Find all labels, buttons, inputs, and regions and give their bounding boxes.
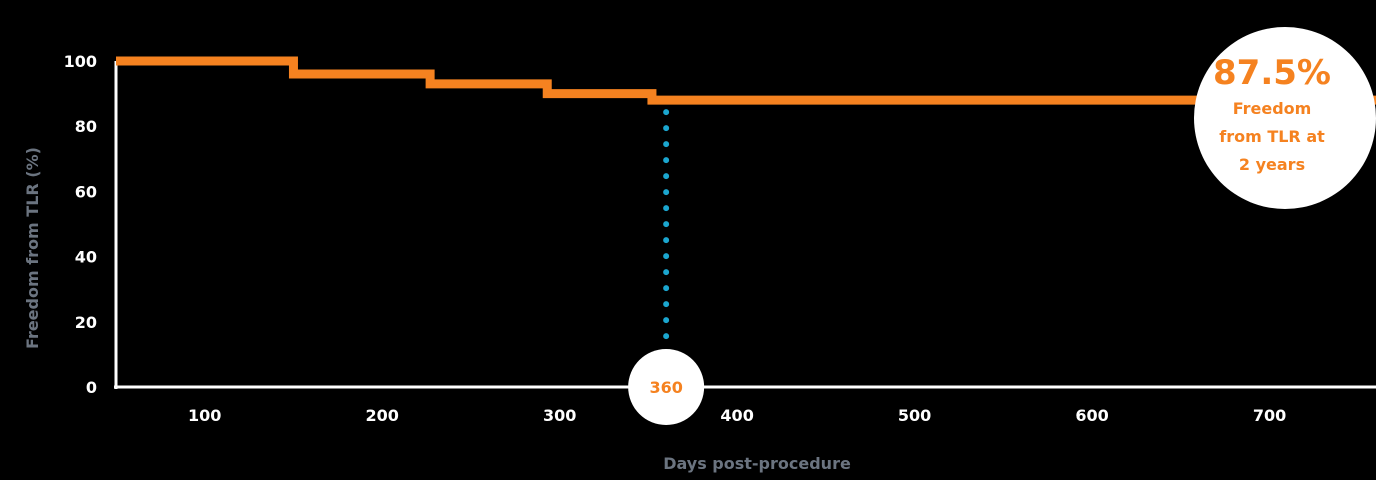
x-marker: 360 (628, 349, 705, 425)
x-tick-label: 300 (543, 406, 576, 425)
x-tick-label: 500 (898, 406, 931, 425)
y-tick-label: 40 (75, 248, 97, 267)
y-tick-label: 80 (75, 117, 97, 136)
callout-line-1: Freedom (1233, 99, 1312, 118)
y-tick-labels: 0 20 40 60 80 100 (64, 52, 97, 397)
callout-circle (1194, 27, 1376, 209)
y-tick-label: 60 (75, 182, 97, 201)
y-tick-label: 20 (75, 313, 97, 332)
callout-line-2: from TLR at (1219, 127, 1325, 146)
x-tick-label: 600 (1075, 406, 1108, 425)
y-tick-label: 100 (64, 52, 97, 71)
callout-badge: 87.5% Freedom from TLR at 2 years (1194, 27, 1376, 209)
marker-circle (628, 349, 705, 425)
y-axis-title: Freedom from TLR (%) (23, 147, 42, 349)
series-line (116, 56, 1376, 105)
x-tick-labels: 100 200 300 400 500 600 700 (188, 406, 1286, 425)
x-tick-label: 400 (720, 406, 753, 425)
callout-value: 87.5% (1213, 53, 1331, 93)
x-tick-label: 100 (188, 406, 221, 425)
marker-label: 360 (649, 378, 682, 397)
y-tick-label: 0 (86, 378, 97, 397)
callout-line-3: 2 years (1239, 155, 1305, 174)
x-axis-title: Days post-procedure (663, 454, 851, 473)
x-tick-label: 700 (1253, 406, 1286, 425)
axes (114, 61, 1376, 389)
x-tick-label: 200 (365, 406, 398, 425)
